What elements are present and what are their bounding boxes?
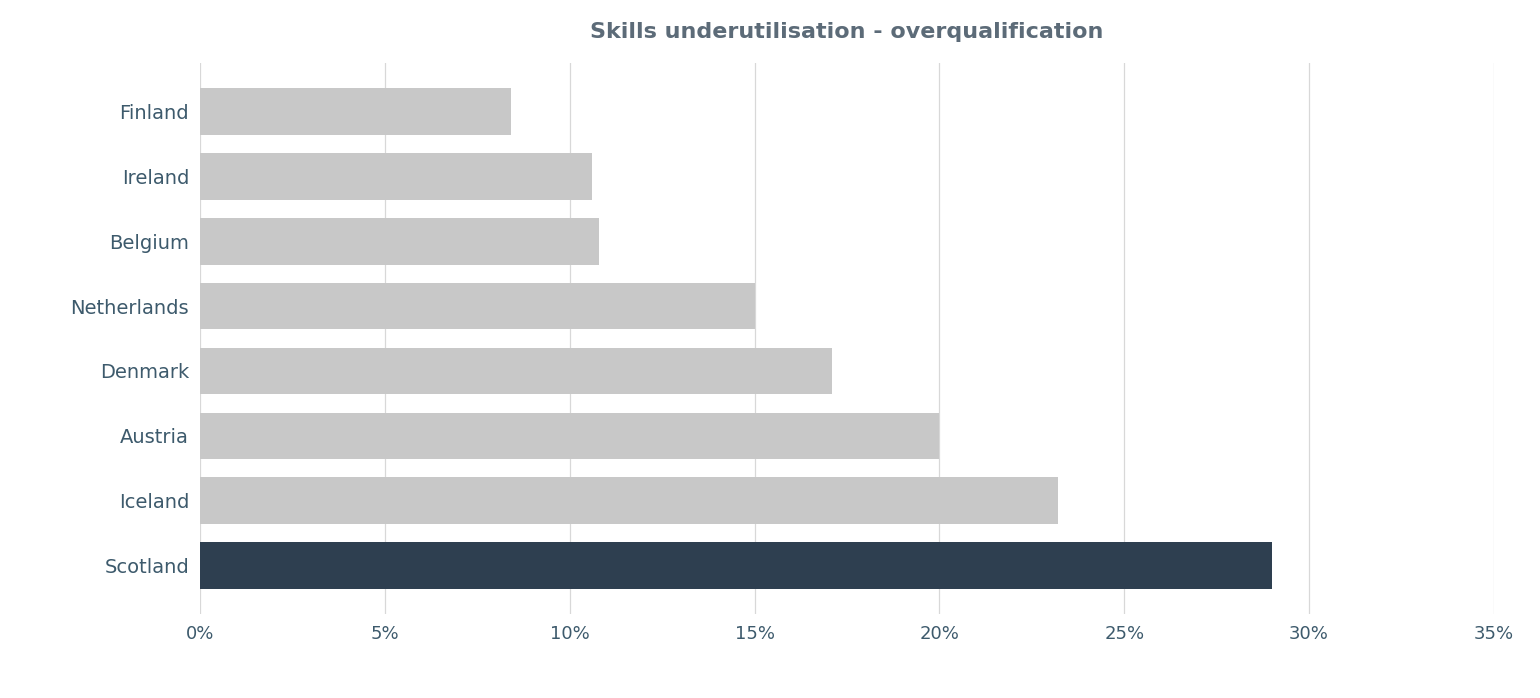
Bar — [200, 477, 1058, 524]
Bar — [200, 88, 511, 135]
Title: Skills underutilisation - overqualification: Skills underutilisation - overqualificat… — [590, 22, 1104, 42]
Bar — [200, 218, 599, 265]
Bar — [200, 283, 755, 329]
Bar — [200, 542, 1272, 589]
Bar — [200, 348, 832, 394]
Bar — [200, 153, 591, 200]
Bar — [200, 413, 939, 459]
